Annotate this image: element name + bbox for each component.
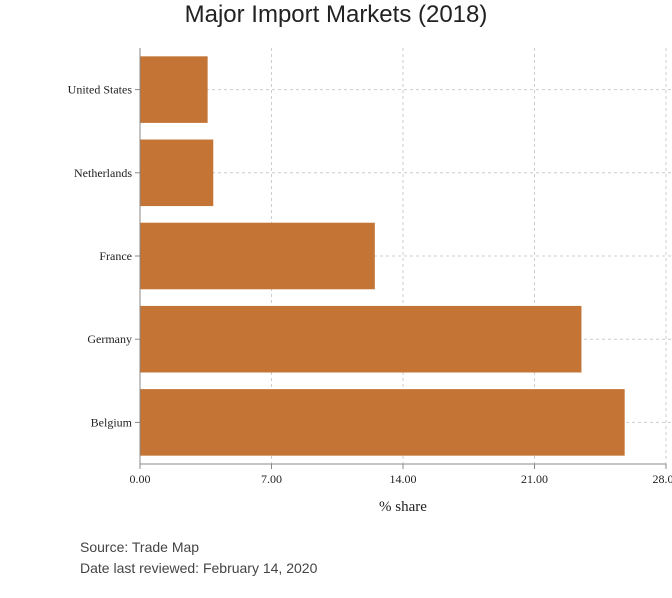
date-reviewed-note: Date last reviewed: February 14, 2020 [80, 560, 318, 576]
y-tick-label: Netherlands [74, 166, 132, 180]
chart-title: Major Import Markets (2018) [184, 1, 488, 28]
y-tick-label: France [99, 249, 132, 263]
y-tick-label: Belgium [91, 415, 133, 429]
bar [140, 139, 214, 207]
bar-chart: United States Netherlands France Germany Bel… [68, 48, 672, 515]
y-tick-label: Germany [87, 332, 132, 346]
x-axis-label: % share [379, 499, 427, 515]
bar [140, 389, 625, 456]
y-tick-label: United States [68, 83, 133, 97]
bar [140, 305, 582, 373]
source-note: Source: Trade Map [80, 539, 200, 555]
bar [140, 222, 375, 290]
bar [140, 56, 208, 123]
x-tick-label: 7.00 [261, 472, 282, 486]
x-tick-label: 14.00 [390, 472, 417, 486]
x-tick-label: 0.00 [130, 472, 151, 486]
x-tick-label: 21.00 [521, 472, 548, 486]
x-tick-label: 28.00 [653, 472, 672, 486]
